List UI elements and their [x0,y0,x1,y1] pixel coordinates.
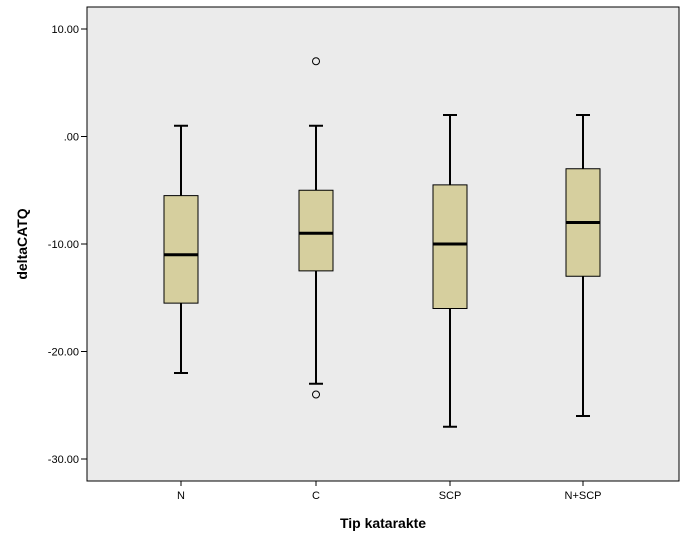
boxes [163,57,601,428]
x-tick-label: C [312,490,320,502]
box-c [298,57,334,399]
box-n-scp [565,114,601,417]
y-axis-title: deltaCATQ [14,208,30,279]
y-tick-label: -20.00 [48,347,79,359]
x-tick-label: SCP [439,490,462,502]
box-scp [432,114,468,428]
iqr-box [298,189,334,272]
y-tick-label: 10.00 [51,24,79,36]
box-n [163,124,199,374]
y-axis: 10.00 .00 -10.00 -20.00 -30.00 [48,24,87,466]
y-tick-label: .00 [64,132,79,144]
iqr-box [163,195,199,304]
outlier-point [312,57,320,66]
x-tick-label: N [177,490,185,502]
x-tick-label: N+SCP [565,490,602,502]
y-tick-label: -30.00 [48,454,79,466]
y-tick-label: -10.00 [48,239,79,251]
x-axis: N C SCP N+SCP [177,481,602,502]
iqr-box [432,184,468,309]
outlier-point [312,390,320,399]
x-axis-title: Tip katarakte [340,515,426,531]
